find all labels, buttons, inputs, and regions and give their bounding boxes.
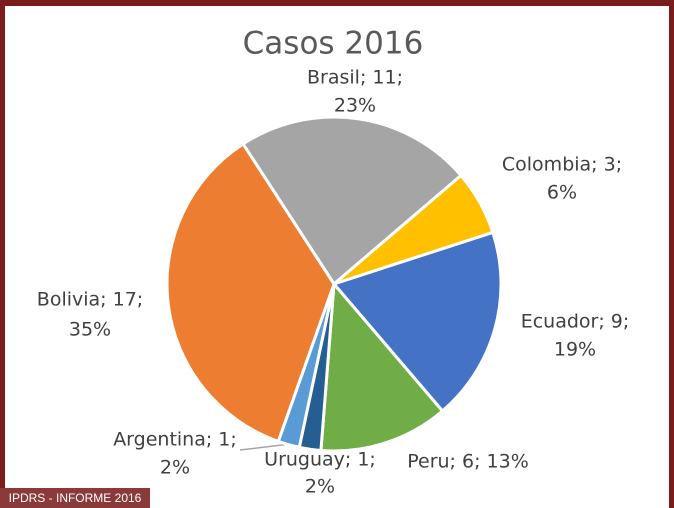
slices xyxy=(165,115,503,453)
slice xyxy=(319,282,444,453)
footer-box xyxy=(0,488,150,508)
leader-line xyxy=(239,443,291,451)
data-label: Peru; 6; 13% xyxy=(407,451,529,473)
data-label: Colombia; 3; xyxy=(502,154,622,176)
data-label: Argentina; 1; xyxy=(113,429,237,451)
data-label: 2% xyxy=(160,457,190,479)
data-label: 35% xyxy=(69,319,111,341)
data-label: Brasil; 11; xyxy=(307,67,403,89)
data-label: 19% xyxy=(554,339,596,361)
data-label: 23% xyxy=(334,95,376,117)
data-label: Bolivia; 17; xyxy=(37,289,143,311)
footer: IPDRS - INFORME 2016 xyxy=(9,491,142,505)
chart-title: Casos 2016 xyxy=(243,26,424,62)
data-label: 2% xyxy=(305,476,335,498)
data-label: Uruguay; 1; xyxy=(264,449,376,471)
data-label: 6% xyxy=(547,182,577,204)
slice xyxy=(165,142,336,443)
frame-left xyxy=(0,0,5,508)
frame-right xyxy=(669,0,674,508)
data-label: Ecuador; 9; xyxy=(521,311,630,333)
slice xyxy=(241,115,463,286)
frame-top xyxy=(0,0,674,6)
slice xyxy=(332,230,503,413)
